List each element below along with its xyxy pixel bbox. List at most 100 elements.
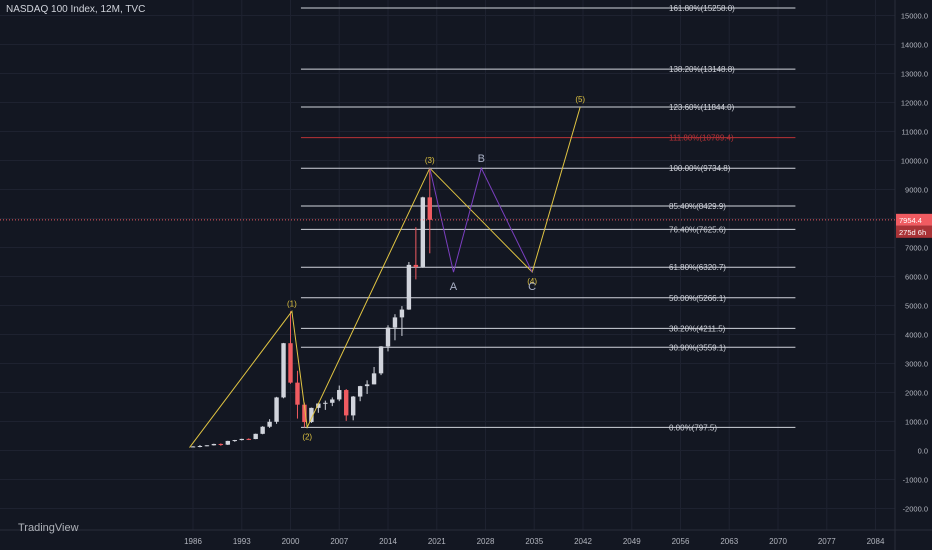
last-price-badge (896, 213, 932, 226)
y-tick-label: 0.0 (918, 447, 928, 456)
candle-body (406, 264, 412, 310)
y-tick-label: 15000.0 (901, 12, 928, 21)
candle-body (399, 309, 405, 318)
candle-body (371, 373, 377, 385)
y-tick-label: 9000.0 (905, 186, 928, 195)
candle-body (288, 343, 293, 383)
countdown-badge (896, 225, 932, 238)
candle-body (190, 446, 196, 448)
fib-level-label: 61.80%(6320.7) (669, 263, 726, 272)
x-tick-label: 2070 (769, 537, 787, 546)
fibonacci-levels[interactable]: 161.80%(15258.0) 138.20%(13148.8) 123.60%(… (300, 4, 796, 432)
candle-body (295, 382, 300, 405)
correction-wave-label: A (450, 281, 458, 293)
y-tick-label: 1000.0 (905, 418, 928, 427)
candle-body (350, 396, 356, 416)
grid (0, 0, 895, 530)
x-tick-label: 2028 (477, 537, 495, 546)
candle-body (344, 390, 349, 416)
tradingview-watermark: TradingView (18, 518, 79, 536)
y-tick-label: 10000.0 (901, 157, 928, 166)
candle-body (413, 264, 419, 267)
impulse-wave-label: (1) (287, 299, 297, 308)
candles (190, 168, 432, 448)
impulse-wave-path[interactable] (189, 106, 581, 448)
x-tick-label: 2007 (330, 537, 348, 546)
candle-body (225, 440, 231, 445)
fib-level-label: 38.20%(4211.5) (669, 324, 726, 333)
x-tick-label: 1993 (233, 537, 251, 546)
x-tick-label: 2063 (720, 537, 738, 546)
candle-body (309, 407, 314, 423)
candle-body (427, 197, 432, 220)
elliott-waves[interactable]: (1) (2) (3) (4) (5) A B C (189, 95, 586, 448)
fib-level-label: 0.00%(797.5) (669, 423, 717, 432)
fib-level-label: 76.40%(7625.6) (669, 225, 726, 234)
fib-level-label: 50.00%(5266.1) (669, 294, 726, 303)
y-tick-label: 11000.0 (901, 128, 928, 137)
fib-level-label: 138.20%(13148.8) (669, 65, 735, 74)
y-tick-label: -2000.0 (903, 505, 928, 514)
candle-body (281, 343, 286, 398)
candle-body (385, 327, 391, 347)
x-tick-label: 2014 (379, 537, 397, 546)
candle-body (246, 438, 251, 440)
y-tick-label: 5000.0 (905, 302, 928, 311)
candle-body (378, 346, 384, 374)
fib-level-label: 100.00%(9734.8) (669, 164, 731, 173)
x-tick-label: 1986 (184, 537, 202, 546)
x-tick-label: 2021 (428, 537, 446, 546)
candle-body (323, 402, 328, 404)
x-tick-label: 2077 (818, 537, 836, 546)
candle-body (239, 438, 244, 441)
candle-body (357, 386, 363, 397)
candle-body (274, 397, 279, 422)
impulse-wave-label: (4) (527, 277, 537, 286)
y-tick-label: -1000.0 (903, 476, 928, 485)
y-tick-label: 12000.0 (901, 99, 928, 108)
correction-wave-label: C (528, 281, 536, 293)
candle-body (197, 446, 203, 448)
impulse-wave-label: (3) (425, 156, 435, 165)
last-price-value: 7954.4 (899, 216, 922, 225)
candle-body (267, 421, 272, 427)
fib-level-label: 111.80%(10789.4) (669, 134, 734, 143)
candle-body (330, 399, 335, 403)
symbol-title: NASDAQ 100 Index, 12M, TVC (6, 4, 146, 15)
candle-body (420, 197, 426, 267)
candle-body (232, 440, 237, 442)
y-tick-label: 3000.0 (905, 360, 928, 369)
candle-body (364, 384, 370, 387)
y-tick-label: 14000.0 (901, 41, 928, 50)
y-tick-label: 13000.0 (901, 70, 928, 79)
correction-wave-label: B (478, 153, 485, 165)
candle-body (260, 426, 265, 434)
fib-level-label: 161.80%(15258.0) (669, 4, 735, 13)
impulse-wave-label: (5) (575, 95, 585, 104)
impulse-wave-label: (2) (302, 432, 312, 441)
x-tick-label: 2084 (867, 537, 885, 546)
y-tick-label: 2000.0 (905, 389, 928, 398)
candle-body (392, 317, 398, 328)
candle-body (204, 445, 210, 447)
fib-level-label: 123.60%(11844.0) (669, 103, 735, 112)
x-tick-label: 2056 (672, 537, 690, 546)
y-tick-label: 7000.0 (905, 244, 928, 253)
x-tick-label: 2000 (282, 537, 300, 546)
y-tick-label: 6000.0 (905, 273, 928, 282)
candle-body (253, 433, 258, 440)
candle-body (316, 403, 321, 408)
x-axis: 1986 1993 2000 2007 2014 2021 2028 2035 2042 2049… (0, 529, 932, 546)
x-tick-label: 2042 (574, 537, 592, 546)
fib-level-label: 30.90%(3559.1) (669, 343, 726, 352)
candle-body (337, 390, 342, 400)
x-tick-label: 2035 (525, 537, 543, 546)
watermark-brand: TradingView (18, 522, 79, 534)
x-tick-label: 2049 (623, 537, 641, 546)
fib-level-label: 85.40%(8429.9) (669, 202, 726, 211)
bar-countdown: 275d 6h (899, 228, 926, 237)
candle-body (218, 443, 224, 445)
candle-body (302, 404, 307, 423)
